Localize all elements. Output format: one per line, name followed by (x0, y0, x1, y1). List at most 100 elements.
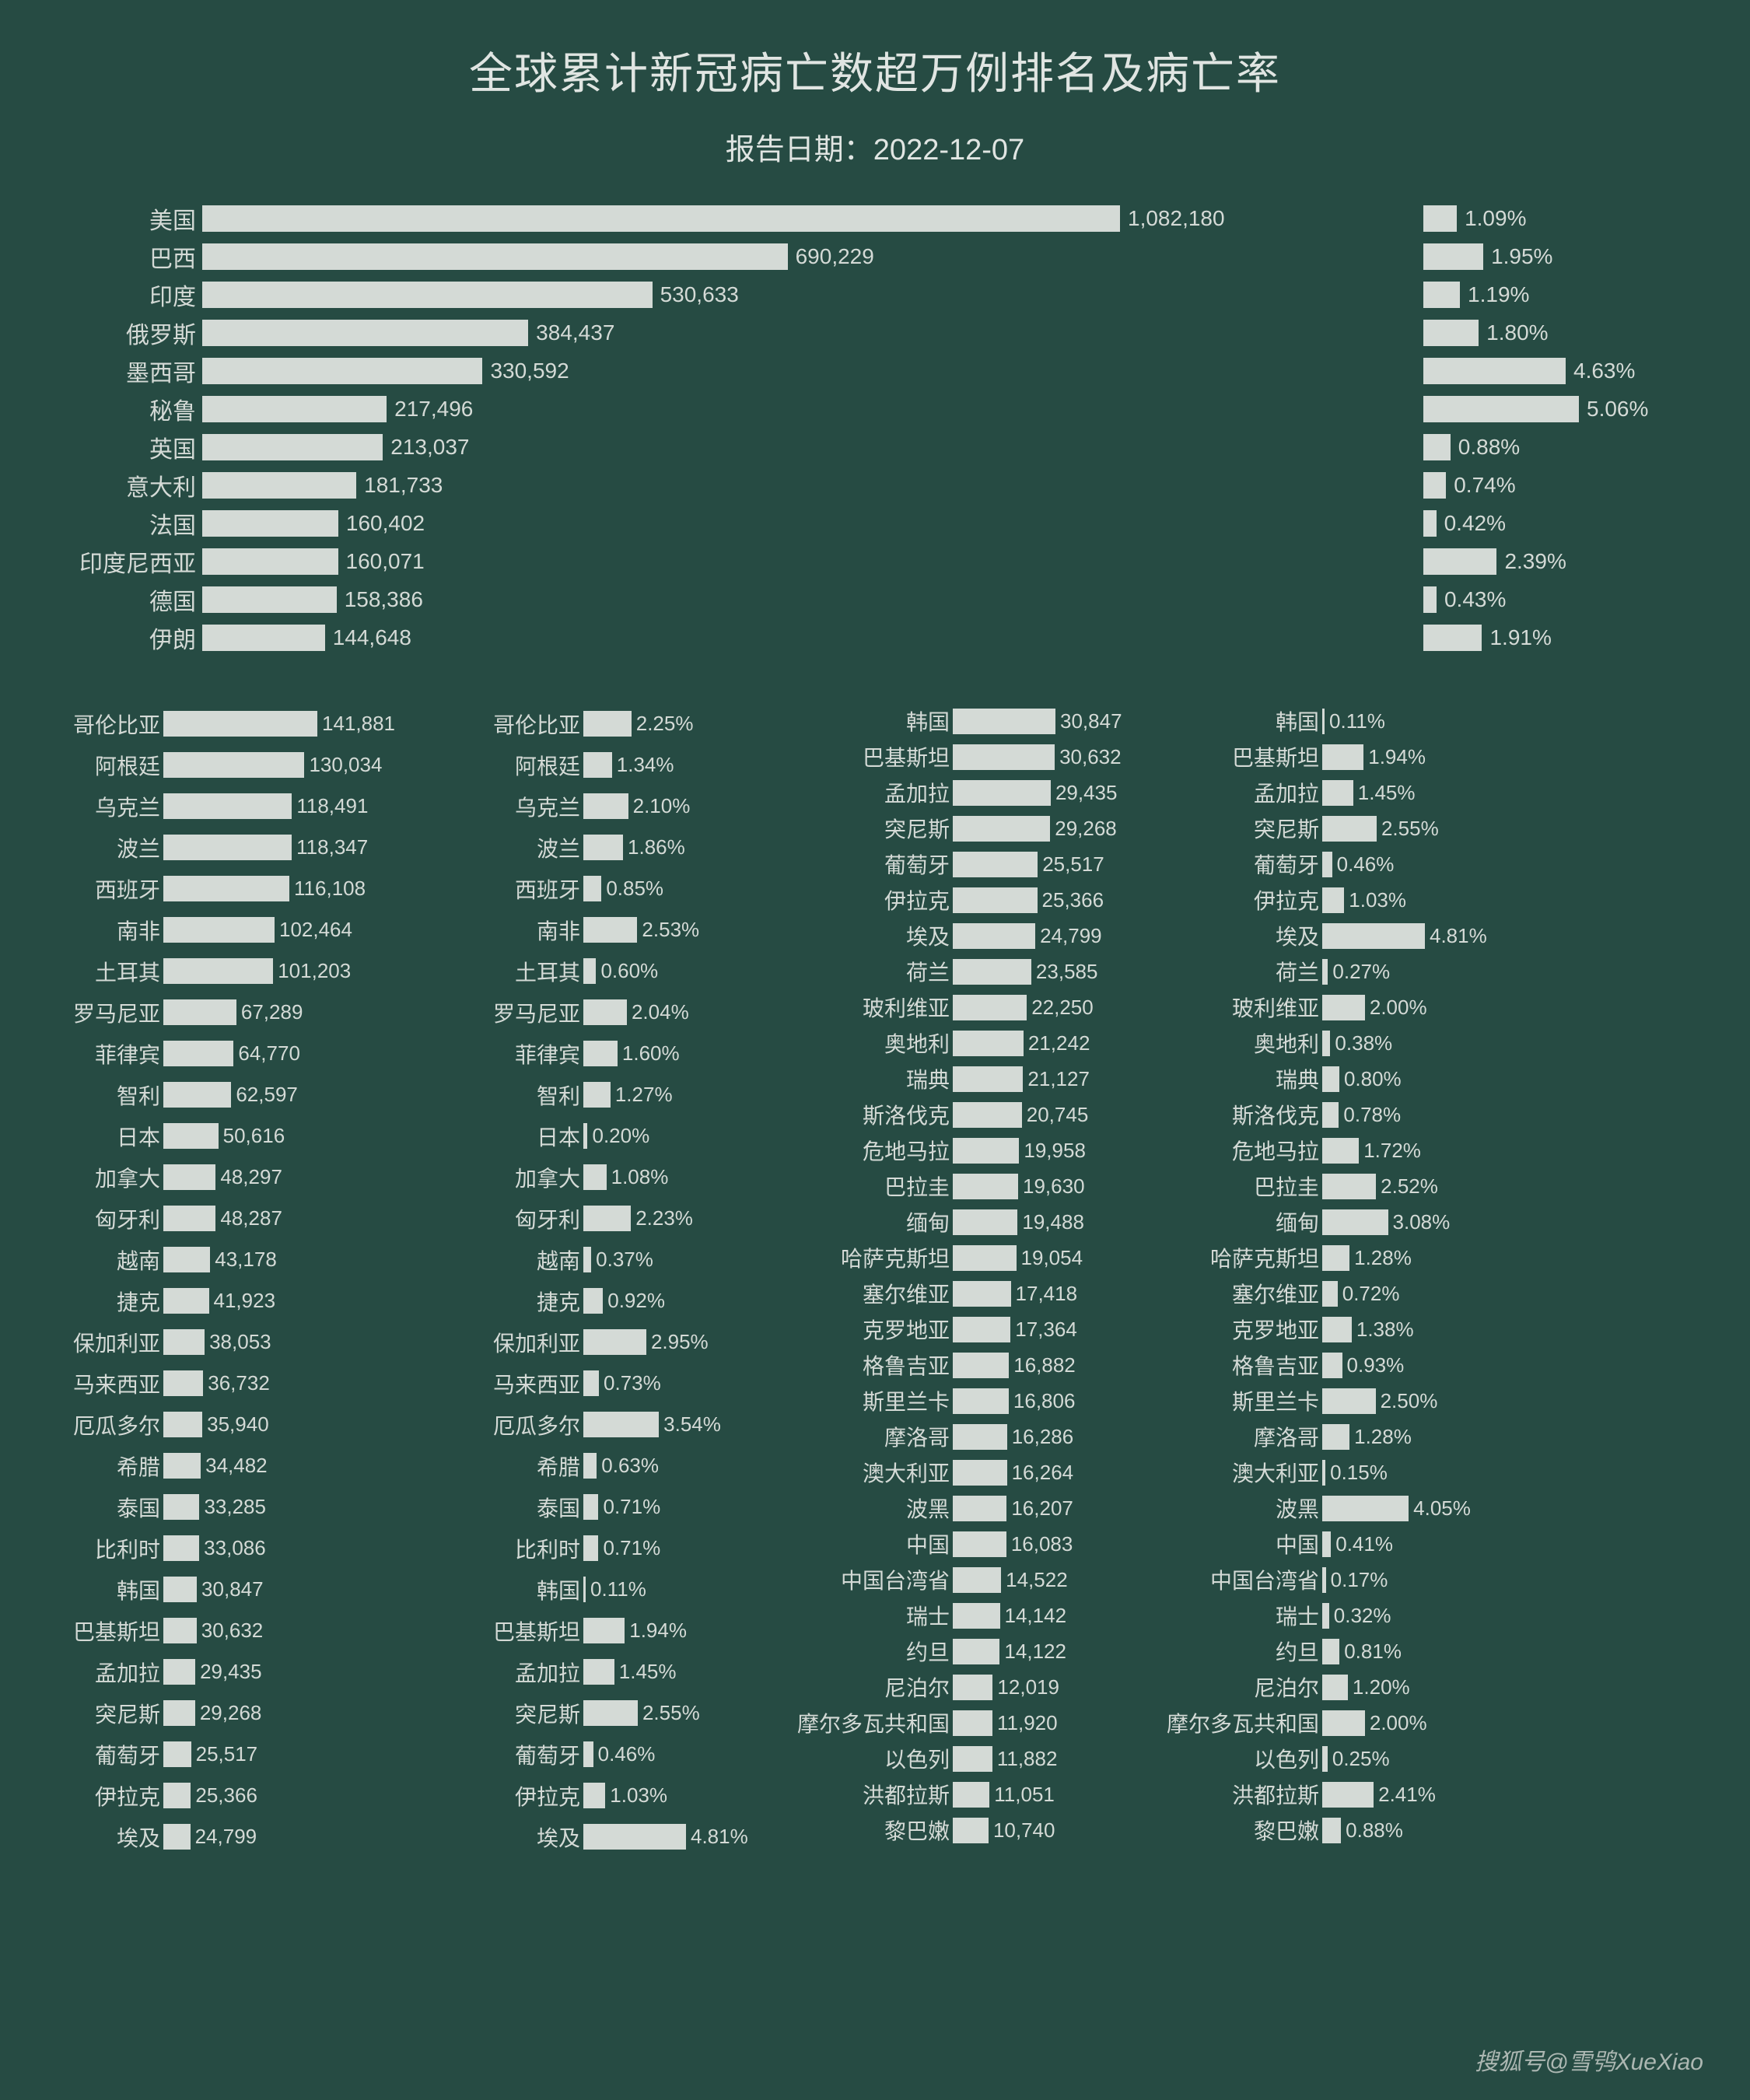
value-bar (163, 917, 275, 943)
value-label: 2.00% (1370, 1711, 1427, 1735)
country-label: 越南 (31, 1244, 163, 1276)
value-bar (953, 1675, 992, 1700)
list-row: 孟加拉29,435 (778, 775, 1139, 810)
value-label: 50,616 (223, 1124, 285, 1148)
list-row: 危地马拉1.72% (1147, 1132, 1509, 1168)
value-bar (583, 1041, 618, 1066)
country-label: 希腊 (451, 1451, 583, 1482)
value-bar (163, 1453, 201, 1479)
country-label: 澳大利亚 (1147, 1457, 1322, 1488)
country-label: 西班牙 (451, 873, 583, 905)
country-label: 匈牙利 (31, 1203, 163, 1234)
country-label: 南非 (31, 915, 163, 946)
list-row: 尼泊尔12,019 (778, 1669, 1139, 1705)
country-label: 马来西亚 (451, 1368, 583, 1399)
value-bar (1322, 1460, 1325, 1486)
country-label: 奥地利 (1147, 1027, 1322, 1059)
country-label: 日本 (451, 1121, 583, 1152)
country-label: 洪都拉斯 (1147, 1779, 1322, 1810)
country-label: 泰国 (451, 1492, 583, 1523)
value-label: 19,488 (1022, 1210, 1084, 1234)
list-row: 斯洛伐克0.78% (1147, 1097, 1509, 1132)
list-row: 马来西亚36,732 (31, 1363, 443, 1404)
country-label: 洪都拉斯 (778, 1779, 953, 1810)
country-label: 泰国 (31, 1492, 163, 1523)
country-label: 危地马拉 (778, 1135, 953, 1166)
list-row: 比利时33,086 (31, 1528, 443, 1569)
country-label: 伊拉克 (451, 1780, 583, 1811)
value-bar (163, 711, 317, 737)
value-bar (583, 1370, 599, 1396)
value-bar (163, 1123, 219, 1149)
country-label: 波兰 (451, 832, 583, 863)
country-label: 巴拉圭 (778, 1171, 953, 1202)
rate-value: 1.09% (1465, 206, 1526, 231)
country-label: 摩洛哥 (778, 1421, 953, 1452)
country-label: 韩国 (1147, 705, 1322, 737)
country-label: 秘鲁 (39, 392, 202, 426)
list-row: 黎巴嫩0.88% (1147, 1812, 1509, 1848)
country-label: 波黑 (778, 1493, 953, 1524)
value-bar (163, 752, 304, 778)
list-row: 哈萨克斯坦1.28% (1147, 1240, 1509, 1276)
list-row: 西班牙0.85% (451, 868, 770, 909)
list-row: 埃及24,799 (31, 1816, 443, 1857)
value-bar (1322, 1639, 1339, 1664)
death-bar (202, 472, 356, 499)
col-c-deaths: 韩国30,847巴基斯坦30,632孟加拉29,435突尼斯29,268葡萄牙2… (778, 703, 1139, 1857)
death-value: 181,733 (364, 473, 443, 498)
death-value: 158,386 (345, 587, 423, 612)
death-bar (202, 510, 338, 537)
value-label: 1.20% (1353, 1675, 1410, 1699)
value-bar (1322, 852, 1332, 877)
value-bar (583, 1618, 625, 1643)
list-row: 伊拉克1.03% (451, 1775, 770, 1816)
death-bar (202, 282, 653, 308)
country-label: 尼泊尔 (1147, 1671, 1322, 1703)
list-row: 巴拉圭2.52% (1147, 1168, 1509, 1204)
value-bar (953, 1138, 1019, 1164)
value-bar (583, 1164, 607, 1190)
value-label: 14,522 (1006, 1568, 1068, 1592)
value-bar (1322, 1567, 1326, 1593)
value-bar (583, 1082, 611, 1108)
list-row: 捷克0.92% (451, 1280, 770, 1321)
rate-value: 2.39% (1504, 549, 1566, 574)
value-label: 11,920 (997, 1711, 1058, 1735)
value-label: 0.11% (590, 1577, 646, 1601)
value-label: 0.17% (1331, 1568, 1388, 1592)
value-bar (583, 1412, 659, 1437)
lower-bar-charts: 哥伦比亚141,881阿根廷130,034乌克兰118,491波兰118,347… (0, 703, 1750, 1857)
value-label: 0.20% (592, 1124, 649, 1148)
list-row: 奥地利21,242 (778, 1025, 1139, 1061)
top-row: 秘鲁217,4965.06% (39, 390, 1703, 428)
list-row: 孟加拉29,435 (31, 1651, 443, 1692)
value-label: 33,086 (204, 1536, 266, 1560)
value-label: 4.81% (1430, 924, 1487, 948)
value-bar (583, 1659, 614, 1685)
rate-value: 4.63% (1573, 359, 1635, 383)
death-value: 217,496 (394, 397, 473, 422)
list-row: 缅甸19,488 (778, 1204, 1139, 1240)
list-row: 瑞士0.32% (1147, 1598, 1509, 1633)
list-row: 危地马拉19,958 (778, 1132, 1139, 1168)
country-label: 瑞士 (778, 1600, 953, 1631)
value-bar (1322, 709, 1325, 734)
country-label: 斯里兰卡 (778, 1385, 953, 1416)
death-bar (202, 243, 788, 270)
list-row: 智利1.27% (451, 1074, 770, 1115)
death-bar (202, 396, 387, 422)
value-bar (163, 1041, 233, 1066)
value-bar (1322, 1174, 1376, 1199)
rate-bar (1423, 396, 1579, 422)
list-row: 西班牙116,108 (31, 868, 443, 909)
country-label: 中国台湾省 (1147, 1564, 1322, 1595)
value-bar (163, 1618, 197, 1643)
value-label: 1.08% (611, 1165, 669, 1189)
chart-title: 全球累计新冠病亡数超万例排名及病亡率 (0, 0, 1750, 102)
country-label: 中国 (778, 1528, 953, 1559)
country-label: 法国 (39, 506, 202, 541)
death-value: 690,229 (796, 244, 874, 269)
value-label: 4.81% (691, 1825, 748, 1849)
value-bar (163, 1659, 195, 1685)
